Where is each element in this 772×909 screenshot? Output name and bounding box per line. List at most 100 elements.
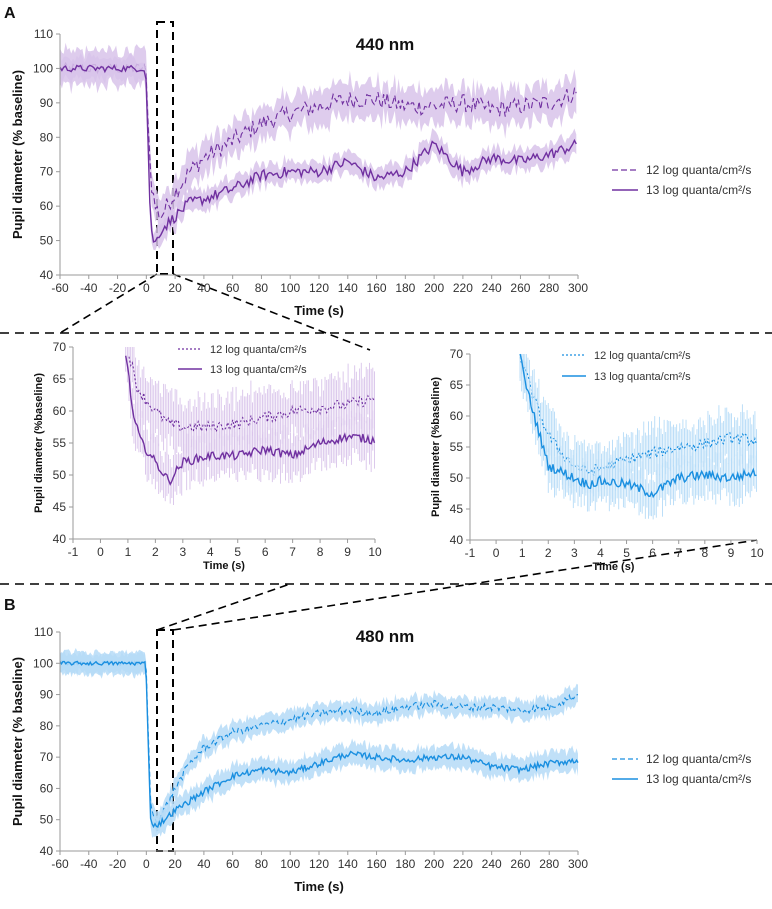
y-tick-label: 65 <box>53 372 67 386</box>
series-line <box>519 356 758 476</box>
y-tick-label: 50 <box>450 471 464 485</box>
y-tick-label: 70 <box>40 165 54 179</box>
x-tick-label: 10 <box>368 545 382 559</box>
zoom-connectors <box>0 21 772 852</box>
y-tick-label: 110 <box>34 625 53 639</box>
x-tick-label: 180 <box>395 857 415 871</box>
x-tick-label: 5 <box>623 546 630 560</box>
series-line <box>59 660 579 824</box>
y-tick-label: 60 <box>53 404 67 418</box>
y-tick-label: 50 <box>40 234 54 248</box>
y-tick-label: 80 <box>40 130 54 144</box>
series-line <box>519 353 757 499</box>
x-tick-label: 20 <box>168 857 182 871</box>
series-12-log <box>59 42 577 236</box>
y-tick-label: 100 <box>33 656 53 670</box>
legend: 12 log quanta/cm²/s 13 log quanta/cm²/s <box>612 163 751 197</box>
x-tick-label: 140 <box>338 857 358 871</box>
x-tick-label: 3 <box>179 545 186 559</box>
connector-a-right <box>172 273 371 351</box>
x-tick-label: 6 <box>262 545 269 559</box>
x-tick-label: 240 <box>482 281 502 295</box>
x-tick-label: 5 <box>234 545 241 559</box>
chart-440nm: 40 50 60 70 80 90 100 110 -60 -40 -20 0 20 40 60 80 100 1… <box>10 27 751 318</box>
x-tick-label: -20 <box>109 281 127 295</box>
legend-label: 12 log quanta/cm²/s <box>646 163 751 177</box>
y-tick-label: 70 <box>450 347 464 361</box>
x-tick-label: 60 <box>226 281 240 295</box>
y-tick-label: 60 <box>40 781 54 795</box>
legend-label: 12 log quanta/cm²/s <box>646 752 751 766</box>
zoom-box-a <box>156 21 174 275</box>
x-tick-label: 260 <box>510 857 530 871</box>
error-band <box>60 52 577 251</box>
x-tick-label: 60 <box>226 857 240 871</box>
series-line <box>59 64 577 243</box>
y-axis-label: Pupil diameter (%baseline) <box>430 377 442 517</box>
y-tick-label: 40 <box>40 844 54 858</box>
y-tick-label: 40 <box>40 268 54 282</box>
x-tick-label: -1 <box>465 546 476 560</box>
series-13-log <box>519 353 757 520</box>
x-tick-label: 1 <box>125 545 132 559</box>
series-13-log <box>59 52 577 251</box>
x-axis-label: Time (s) <box>593 561 635 573</box>
x-tick-label: 0 <box>143 281 150 295</box>
y-tick-label: 55 <box>450 440 464 454</box>
x-tick-label: 2 <box>545 546 552 560</box>
y-tick-label: 110 <box>34 27 53 41</box>
error-band <box>60 648 578 838</box>
x-tick-label: 8 <box>701 546 708 560</box>
x-tick-label: 80 <box>255 281 269 295</box>
x-tick-label: 4 <box>597 546 604 560</box>
panel-label-a: A <box>4 5 16 22</box>
x-tick-label: 4 <box>207 545 214 559</box>
x-tick-label: -1 <box>68 545 79 559</box>
connector-b-right <box>172 539 758 631</box>
x-tick-label: 2 <box>152 545 159 559</box>
y-tick-label: 50 <box>53 468 67 482</box>
x-tick-label: 20 <box>168 281 182 295</box>
y-tick-label: 40 <box>450 533 464 547</box>
x-tick-label: 0 <box>493 546 500 560</box>
x-axis-label: Time (s) <box>203 560 245 572</box>
legend-label: 12 log quanta/cm²/s <box>210 344 307 356</box>
x-tick-label: 40 <box>197 857 211 871</box>
series-line <box>125 355 376 486</box>
x-tick-label: 120 <box>309 281 329 295</box>
legend-label: 13 log quanta/cm²/s <box>646 183 751 197</box>
series-13-log <box>125 347 376 505</box>
y-axis-label: Pupil diameter (% baseline) <box>10 657 25 826</box>
legend-label: 12 log quanta/cm²/s <box>594 350 691 362</box>
x-tick-label: 220 <box>453 281 473 295</box>
x-tick-label: 7 <box>675 546 682 560</box>
x-axis-label: Time (s) <box>294 879 344 894</box>
y-axis-label: Pupil diameter (%baseline) <box>33 373 45 513</box>
x-axis-label: Time (s) <box>294 303 344 318</box>
series-line <box>59 660 579 829</box>
y-tick-label: 90 <box>40 688 54 702</box>
x-tick-label: 100 <box>280 857 300 871</box>
x-tick-label: 10 <box>750 546 764 560</box>
series-12-log <box>59 649 579 834</box>
chart-480nm: 40 50 60 70 80 90 100 110 -60 -40 -20 0 20 40 60 80 100 1… <box>10 625 751 894</box>
x-tick-label: -60 <box>51 857 69 871</box>
legend: 12 log quanta/cm²/s 13 log quanta/cm²/s <box>178 344 307 376</box>
y-tick-label: 40 <box>53 532 67 546</box>
x-tick-label: 200 <box>424 857 444 871</box>
y-tick-label: 50 <box>40 813 54 827</box>
y-tick-label: 55 <box>53 436 67 450</box>
x-tick-label: 280 <box>539 281 559 295</box>
x-tick-label: 240 <box>482 857 502 871</box>
legend: 12 log quanta/cm²/s 13 log quanta/cm²/s <box>562 350 691 383</box>
x-tick-label: -40 <box>80 281 98 295</box>
chart-title: 480 nm <box>356 627 415 646</box>
zoom-box-b <box>156 629 174 852</box>
x-tick-label: 300 <box>568 857 588 871</box>
legend: 12 log quanta/cm²/s 13 log quanta/cm²/s <box>612 752 751 786</box>
x-tick-label: 7 <box>289 545 296 559</box>
x-tick-label: 0 <box>97 545 104 559</box>
